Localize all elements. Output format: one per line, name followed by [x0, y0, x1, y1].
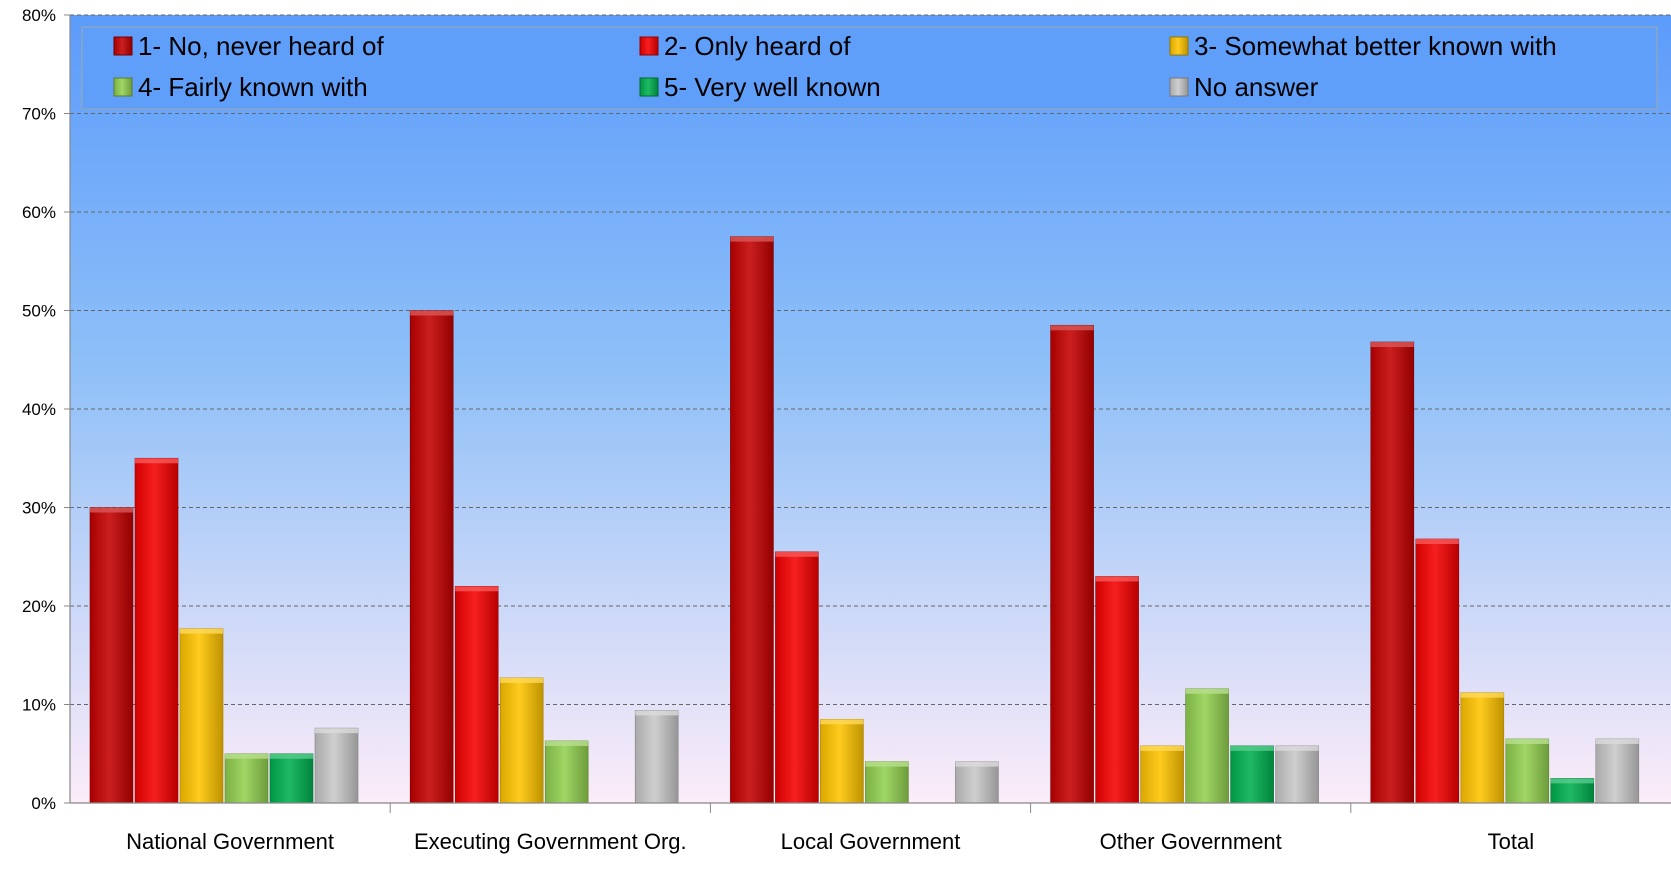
bar-top-highlight	[545, 740, 589, 746]
legend-box	[81, 26, 1658, 110]
bar	[1185, 688, 1229, 804]
bar	[314, 727, 359, 804]
legend-label: 1- No, never heard of	[138, 31, 384, 61]
bar-top-highlight	[410, 310, 454, 316]
legend-swatch	[1169, 36, 1189, 56]
bar	[730, 236, 774, 804]
y-tick-label: 30%	[22, 499, 56, 518]
bar	[1095, 576, 1139, 804]
bar-top-highlight	[820, 719, 864, 725]
x-category-label: Local Government	[781, 829, 961, 854]
bar-top-highlight	[1275, 745, 1319, 751]
legend-swatch	[639, 77, 659, 97]
bar	[1415, 538, 1460, 804]
bar-top-highlight	[180, 628, 223, 634]
bar	[409, 310, 454, 804]
bar	[1595, 738, 1640, 804]
x-category-label: Other Government	[1100, 829, 1282, 854]
bar	[634, 710, 679, 804]
bar	[1230, 745, 1274, 804]
bar-top-highlight	[1460, 692, 1504, 698]
bar-top-highlight	[1505, 738, 1549, 744]
y-tick-label: 20%	[22, 597, 56, 616]
legend-swatch	[639, 36, 659, 56]
legend-label: 3- Somewhat better known with	[1194, 31, 1557, 61]
bar-top-highlight	[1050, 325, 1094, 331]
bar-top-highlight	[1595, 738, 1639, 744]
legend-label: 5- Very well known	[664, 72, 881, 102]
bar	[89, 507, 134, 804]
bar-top-highlight	[315, 728, 358, 734]
bar-top-highlight	[730, 236, 774, 242]
bar	[499, 677, 544, 804]
bar-top-highlight	[455, 586, 499, 592]
bar-top-highlight	[225, 753, 268, 759]
bar	[955, 761, 999, 804]
bar-top-highlight	[1095, 576, 1139, 582]
bar-top-highlight	[135, 458, 178, 464]
bar	[269, 753, 314, 804]
y-tick-label: 80%	[22, 6, 56, 25]
bar	[820, 718, 864, 804]
bar-top-highlight	[1550, 778, 1594, 784]
bar-top-highlight	[500, 677, 544, 683]
bar-top-highlight	[1140, 745, 1184, 751]
bar	[1050, 324, 1094, 804]
x-category-label: Total	[1488, 829, 1534, 854]
bar-top-highlight	[90, 507, 133, 513]
bar	[1275, 745, 1319, 804]
bar	[179, 628, 224, 804]
bar-top-highlight	[1370, 342, 1414, 348]
bar-top-highlight	[955, 761, 999, 767]
y-tick-label: 50%	[22, 302, 56, 321]
bar	[134, 457, 179, 804]
bar-top-highlight	[270, 753, 313, 759]
y-tick-label: 60%	[22, 203, 56, 222]
y-tick-label: 40%	[22, 400, 56, 419]
bar	[1140, 745, 1184, 804]
y-tick-label: 0%	[31, 794, 56, 813]
bar	[454, 585, 499, 804]
legend-swatch	[1169, 77, 1189, 97]
bar-top-highlight	[1185, 688, 1229, 694]
legend-label: 2- Only heard of	[664, 31, 851, 61]
bar	[1505, 738, 1550, 804]
bar-top-highlight	[1230, 745, 1274, 751]
x-category-label: National Government	[126, 829, 334, 854]
bar	[775, 551, 819, 804]
x-category-label: Executing Government Org.	[414, 829, 687, 854]
bar	[865, 761, 909, 804]
y-tick-label: 10%	[22, 696, 56, 715]
legend-label: 4- Fairly known with	[138, 72, 368, 102]
legend-swatch	[113, 36, 133, 56]
bar-top-highlight	[1415, 539, 1459, 545]
bar	[544, 740, 589, 804]
bar	[224, 753, 269, 804]
bar-top-highlight	[865, 761, 909, 767]
y-tick-label: 70%	[22, 105, 56, 124]
legend-swatch	[113, 77, 133, 97]
bar-top-highlight	[775, 551, 819, 557]
bar	[1460, 692, 1505, 804]
bar	[1370, 341, 1415, 804]
legend-label: No answer	[1194, 72, 1319, 102]
bar-top-highlight	[635, 710, 679, 716]
